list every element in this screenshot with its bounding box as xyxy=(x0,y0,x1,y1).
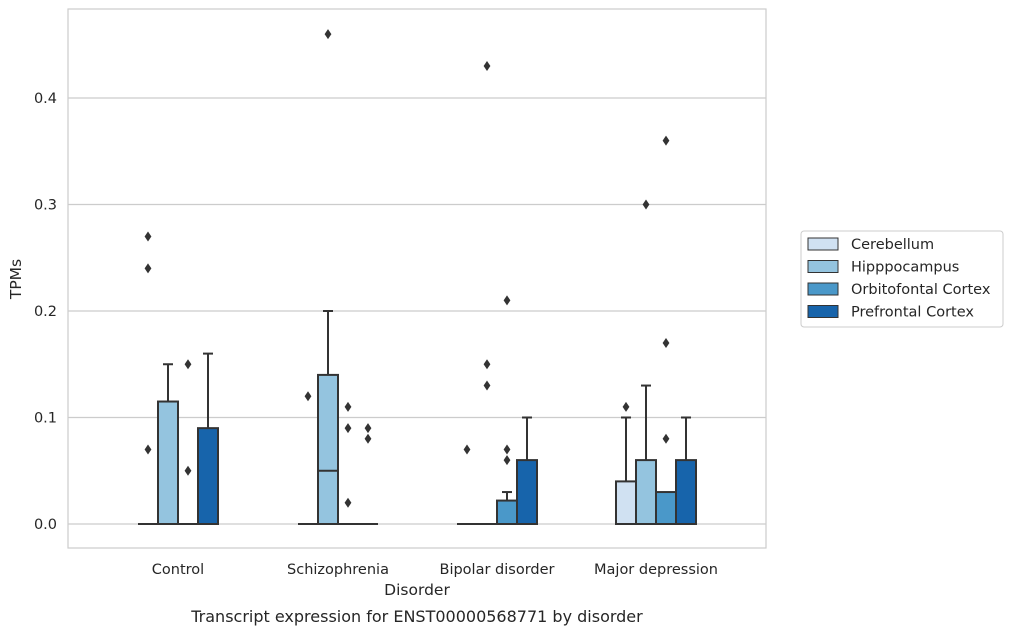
outlier-point xyxy=(662,433,670,444)
box-orbitofontal-cortex xyxy=(338,401,358,525)
legend-label: Orbitofontal Cortex xyxy=(851,282,991,298)
outlier-point xyxy=(344,423,352,434)
outlier-point xyxy=(144,231,152,242)
x-axis-title: Disorder xyxy=(384,581,450,599)
box-body xyxy=(197,427,219,525)
outlier-point xyxy=(662,337,670,348)
box-body xyxy=(675,459,697,526)
box-body xyxy=(496,499,518,526)
outlier-point xyxy=(364,423,372,434)
outlier-point xyxy=(144,263,152,274)
legend-label: Cerebellum xyxy=(851,237,934,253)
legend: Cerebellum Hipppocampus Orbitofontal Corte… xyxy=(800,230,1004,328)
box-prefrontal-cortex xyxy=(675,416,697,526)
legend-swatch xyxy=(807,305,839,318)
outlier-point xyxy=(184,359,192,370)
outlier-point xyxy=(324,29,332,40)
x-tick-label: Control xyxy=(152,562,204,578)
box-prefrontal-cortex xyxy=(197,352,219,525)
box-body xyxy=(317,373,339,525)
x-tick-label: Major depression xyxy=(594,562,718,578)
legend-swatch xyxy=(807,237,839,251)
outlier-point xyxy=(622,401,630,412)
y-tick-label: 0.3 xyxy=(34,198,57,214)
outlier-point xyxy=(483,359,491,370)
outlier-point xyxy=(503,295,511,306)
plot-frame xyxy=(67,8,767,549)
box-cerebellum xyxy=(298,391,318,525)
y-tick-label: 0.1 xyxy=(34,411,57,427)
outlier-point xyxy=(304,391,312,402)
x-tick-labels: Control Schizophrenia Bipolar disorder Majo… xyxy=(152,562,718,578)
box-cerebellum xyxy=(457,444,477,525)
box-body xyxy=(655,491,677,525)
box-prefrontal-cortex xyxy=(358,423,378,525)
outlier-point xyxy=(144,444,152,455)
outlier-point xyxy=(463,444,471,455)
outlier-point xyxy=(344,401,352,412)
outlier-point xyxy=(503,444,511,455)
box-body xyxy=(516,459,538,526)
x-tick-label: Schizophrenia xyxy=(287,562,389,578)
legend-swatch xyxy=(807,282,839,296)
outlier-point xyxy=(184,465,192,476)
box-hipppocampus xyxy=(477,61,497,525)
legend-label: Prefrontal Cortex xyxy=(851,305,974,321)
box-cerebellum xyxy=(615,401,637,525)
legend-swatch xyxy=(807,260,839,273)
box-orbitofontal-cortex xyxy=(178,359,198,525)
box-cerebellum xyxy=(138,231,158,525)
legend-frame xyxy=(800,230,1004,328)
outlier-point xyxy=(642,199,650,210)
box-body xyxy=(615,480,637,525)
y-tick-labels: 0.0 0.1 0.2 0.3 0.4 xyxy=(34,91,57,533)
legend-label: Hipppocampus xyxy=(851,260,959,276)
y-tick-label: 0.0 xyxy=(34,517,57,533)
plot-background xyxy=(68,9,766,548)
box-series xyxy=(138,29,697,526)
outlier-point xyxy=(662,135,670,146)
x-tick-label: Bipolar disorder xyxy=(440,562,555,578)
box-prefrontal-cortex xyxy=(516,416,538,526)
box-hipppocampus xyxy=(317,29,339,525)
box-body xyxy=(157,400,179,525)
box-body xyxy=(635,459,657,526)
box-hipppocampus xyxy=(157,363,179,525)
y-axis-title: TPMs xyxy=(7,259,25,300)
figure-caption: Transcript expression for ENST0000056877… xyxy=(190,607,643,626)
outlier-point xyxy=(503,455,511,466)
outlier-point xyxy=(364,433,372,444)
outlier-point xyxy=(483,380,491,391)
outlier-point xyxy=(483,61,491,72)
y-tick-label: 0.4 xyxy=(34,91,57,107)
outlier-point xyxy=(344,497,352,508)
y-tick-label: 0.2 xyxy=(34,304,57,320)
